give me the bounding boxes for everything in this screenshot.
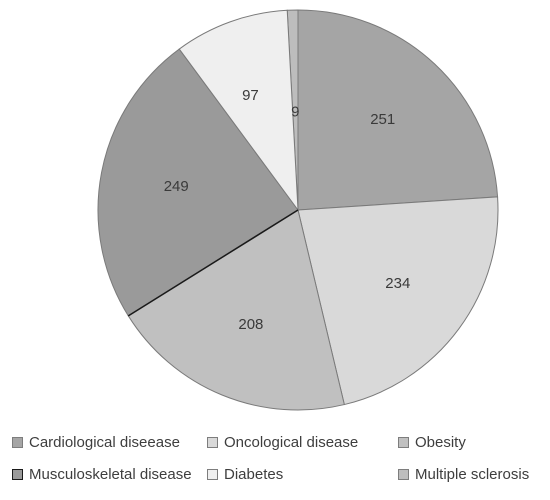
- pie-slice-obesity: [127, 209, 345, 411]
- legend-swatch-cardiological: [12, 436, 23, 448]
- pie-slice-oncological-disease: [297, 196, 499, 406]
- pie-slice-diabetes: [178, 9, 299, 212]
- legend-label-obesity: Obesity: [415, 433, 466, 451]
- legend-label-cardiological: Cardiological diseease: [29, 433, 180, 451]
- pie-slices: [97, 9, 499, 411]
- pie-data-labels: 9 251 234 208 249 97: [164, 87, 411, 333]
- data-label-obesity: 208: [238, 316, 263, 333]
- data-label-multiple-sclerosis: 9: [291, 104, 299, 121]
- data-label-oncological-disease: 234: [385, 275, 410, 292]
- legend-label-oncological: Oncological disease: [224, 433, 359, 451]
- legend-swatch-diabetes: [207, 468, 218, 480]
- pie-chart: 9 251 234 208 249 97: [97, 9, 499, 411]
- legend-label-multiple-sclerosis: Multiple sclerosis: [415, 465, 530, 483]
- legend-item-oncological: Oncological disease: [207, 432, 358, 452]
- data-label-musculoskeletal-disease: 249: [164, 178, 189, 195]
- data-label-cardiological-diseease: 251: [370, 111, 395, 128]
- legend-swatch-musculoskeletal: [12, 468, 23, 480]
- pie-slice-musculoskeletal-disease: [97, 48, 299, 317]
- legend-label-musculoskeletal: Musculoskeletal disease: [29, 465, 192, 483]
- slice-edge-musculoskeletal: [127, 209, 299, 317]
- legend-item-diabetes: Diabetes: [207, 464, 283, 484]
- pie-slice-cardiological-diseease: [297, 9, 499, 211]
- legend-item-cardiological: Cardiological diseease: [12, 432, 180, 452]
- legend-swatch-multiple-sclerosis: [398, 468, 409, 480]
- legend-swatch-oncological: [207, 436, 218, 448]
- legend-label-diabetes: Diabetes: [224, 465, 284, 483]
- legend-swatch-obesity: [398, 436, 409, 448]
- legend-item-multiple-sclerosis: Multiple sclerosis: [398, 464, 529, 484]
- chart-legend: Cardiological diseease Oncological disea…: [0, 430, 550, 500]
- legend-item-musculoskeletal: Musculoskeletal disease: [12, 464, 192, 484]
- legend-item-obesity: Obesity: [398, 432, 466, 452]
- data-label-diabetes: 97: [242, 87, 259, 104]
